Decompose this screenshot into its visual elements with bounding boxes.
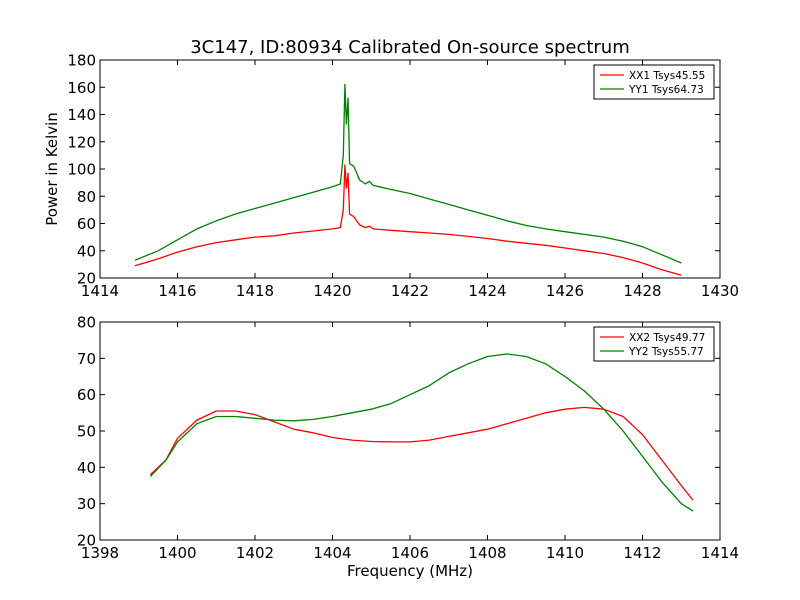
top-y-tick-label: 120 — [67, 133, 96, 151]
bottom-x-tick-label: 1414 — [701, 544, 739, 562]
bottom-series-line-1 — [149, 406, 694, 501]
bottom-y-tick-label: 70 — [77, 350, 96, 368]
top-x-tick-label: 1428 — [623, 282, 661, 300]
top-y-tick-label: 20 — [77, 270, 96, 288]
top-legend: XX1 Tsys45.55 YY1 Tsys64.73 — [593, 64, 715, 100]
bottom-panel: 1398 1400 1402 1404 1406 1408 1410 1412 1414 20 30… — [77, 314, 739, 563]
bottom-x-tick-label: 1404 — [313, 544, 351, 562]
top-panel: 1414 1416 1418 1420 1422 1424 1426 1428 1430 20 40… — [67, 52, 739, 301]
bottom-x-tick-label: 1402 — [236, 544, 274, 562]
y-axis-label: Power in Kelvin — [43, 112, 61, 226]
bottom-y-tick-label: 40 — [77, 459, 96, 477]
top-x-tick-label: 1430 — [701, 282, 739, 300]
top-y-tick-label: 160 — [67, 79, 96, 97]
bottom-x-tick-label: 1406 — [391, 544, 429, 562]
bottom-y-tick-label: 30 — [77, 495, 96, 513]
bottom-x-tick-label: 1412 — [623, 544, 661, 562]
top-y-tick-label: 40 — [77, 242, 96, 260]
top-x-tick-label: 1414 — [81, 282, 119, 300]
top-y-tick-label: 140 — [67, 106, 96, 124]
top-x-tick-label: 1420 — [313, 282, 351, 300]
top-x-tick-label: 1426 — [546, 282, 584, 300]
top-legend-label-1: XX1 Tsys45.55 — [629, 70, 705, 82]
bottom-y-tick-label: 50 — [77, 423, 96, 441]
bottom-legend: XX2 Tsys49.77 YY2 Tsys55.77 — [593, 326, 715, 362]
top-x-tick-label: 1424 — [468, 282, 506, 300]
bottom-y-tick-label: 60 — [77, 386, 96, 404]
bottom-y-tick-label: 20 — [77, 532, 96, 550]
bottom-x-tick-label: 1410 — [546, 544, 584, 562]
bottom-x-tick-label: 1398 — [81, 544, 119, 562]
top-y-tick-label: 80 — [77, 188, 96, 206]
top-series-line-2 — [134, 83, 682, 264]
bottom-legend-label-2: YY2 Tsys55.77 — [628, 346, 704, 358]
figure-title: 3C147, ID:80934 Calibrated On-source spe… — [190, 37, 630, 58]
top-x-tick-label: 1422 — [391, 282, 429, 300]
bottom-y-tick-label: 80 — [77, 314, 96, 332]
top-legend-box — [593, 64, 715, 100]
top-y-tick-label: 180 — [67, 52, 96, 70]
top-x-tick-label: 1416 — [158, 282, 196, 300]
top-y-tick-label: 100 — [67, 161, 96, 179]
top-series-line-1 — [134, 164, 682, 276]
bottom-x-tick-label: 1400 — [158, 544, 196, 562]
bottom-x-tick-label: 1408 — [468, 544, 506, 562]
x-axis-label: Frequency (MHz) — [347, 562, 473, 580]
bottom-legend-box — [593, 326, 715, 362]
top-y-tick-label: 60 — [77, 215, 96, 233]
top-x-tick-label: 1418 — [236, 282, 274, 300]
top-legend-label-2: YY1 Tsys64.73 — [628, 84, 704, 96]
bottom-series-line-2 — [149, 353, 694, 512]
bottom-legend-label-1: XX2 Tsys49.77 — [629, 332, 705, 344]
